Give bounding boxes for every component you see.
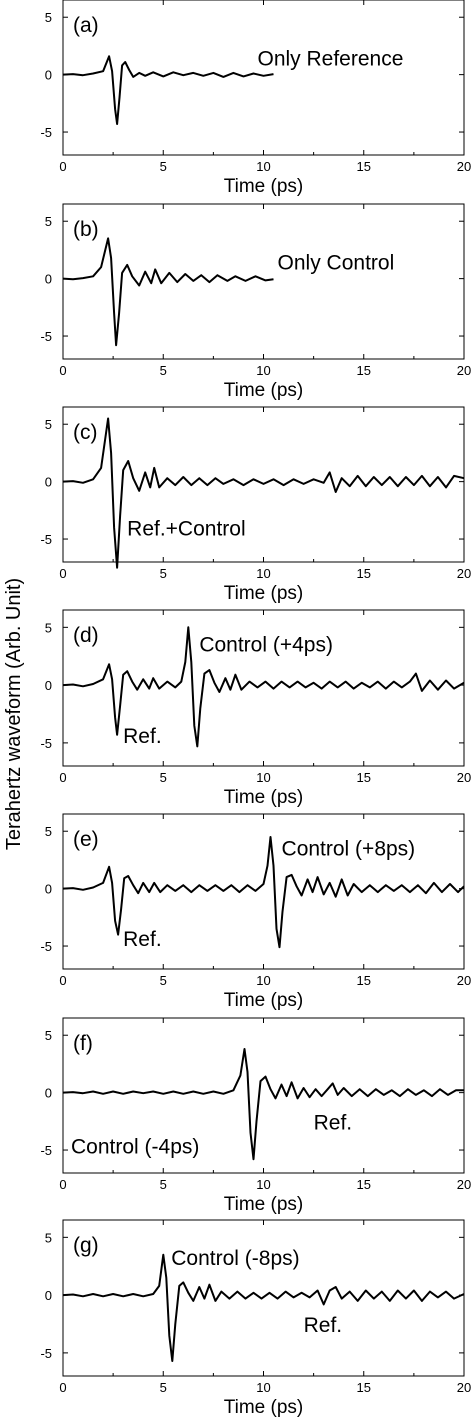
waveform-series-line bbox=[62, 237, 274, 347]
x-tick-label: 10 bbox=[256, 363, 270, 378]
y-tick-label: 0 bbox=[45, 678, 52, 693]
panel-label: (e) bbox=[73, 828, 99, 851]
x-tick-label: 20 bbox=[457, 159, 471, 174]
annotation-label: Only Control bbox=[278, 251, 395, 274]
y-tick-label: 0 bbox=[45, 475, 52, 490]
annotation-label: Control (-4ps) bbox=[71, 1135, 199, 1158]
panel-label: (b) bbox=[73, 218, 99, 241]
x-tick-label: 5 bbox=[160, 973, 167, 988]
x-tick-label: 5 bbox=[160, 566, 167, 581]
x-tick-label: 15 bbox=[357, 363, 371, 378]
x-axis-label: Time (ps) bbox=[224, 176, 304, 197]
x-tick-label: 20 bbox=[457, 973, 471, 988]
panel-f: 0 5 10 15 20 5 0 -5 Time (ps) (f) Control (-4ps) Re… bbox=[40, 1017, 471, 1215]
y-tick-label: 5 bbox=[45, 10, 52, 25]
y-tick-label: 5 bbox=[45, 1028, 52, 1043]
x-tick-label: 15 bbox=[357, 1177, 371, 1192]
x-tick-label: 15 bbox=[357, 1380, 371, 1395]
x-tick-label: 0 bbox=[59, 159, 66, 174]
x-axis-label: Time (ps) bbox=[224, 1194, 304, 1215]
waveform-series-line bbox=[62, 55, 274, 125]
x-axis-label: Time (ps) bbox=[224, 380, 304, 401]
x-tick-label: 0 bbox=[59, 566, 66, 581]
y-tick-label: 0 bbox=[45, 1288, 52, 1303]
y-tick-label: 0 bbox=[45, 882, 52, 897]
x-axis-label: Time (ps) bbox=[224, 787, 304, 808]
waveform-series-line bbox=[62, 1048, 464, 1161]
y-tick-label: -5 bbox=[40, 1346, 52, 1361]
y-tick-label: 0 bbox=[45, 68, 52, 83]
x-tick-label: 15 bbox=[357, 973, 371, 988]
panel-d: 0 5 10 15 20 5 0 -5 Time (ps) (d) Control (+4ps) Re… bbox=[40, 609, 471, 808]
annotation-label: Only Reference bbox=[257, 47, 403, 70]
x-tick-label: 15 bbox=[357, 566, 371, 581]
x-tick-label: 15 bbox=[357, 159, 371, 174]
x-tick-label: 10 bbox=[256, 159, 270, 174]
x-tick-label: 5 bbox=[160, 363, 167, 378]
annotation-label: Control (-8ps) bbox=[171, 1247, 299, 1270]
x-tick-label: 0 bbox=[59, 1380, 66, 1395]
panel-c: 0 5 10 15 20 5 0 -5 Time (ps) (c) Ref.+Control bbox=[40, 406, 471, 604]
panel-label: (c) bbox=[73, 421, 98, 444]
x-axis-label: Time (ps) bbox=[224, 1397, 304, 1418]
panel-label: (d) bbox=[73, 624, 99, 647]
annotation-label: Ref. bbox=[123, 928, 162, 951]
waveform-series-line bbox=[62, 836, 465, 949]
y-tick-label: -5 bbox=[40, 939, 52, 954]
panel-b: 0 5 10 15 20 5 0 -5 Time (ps) (b) Only Control bbox=[40, 203, 471, 401]
waveform-series-line bbox=[62, 417, 465, 569]
x-tick-label: 5 bbox=[160, 1177, 167, 1192]
panel-e: 0 5 10 15 20 5 0 -5 Time (ps) (e) Control (+8ps) Re… bbox=[40, 813, 471, 1011]
panel-a: 0 5 10 15 20 5 0 -5 Time (ps) (a) Only Reference bbox=[40, 0, 471, 197]
x-tick-label: 20 bbox=[457, 566, 471, 581]
x-axis-label: Time (ps) bbox=[224, 583, 304, 604]
x-tick-label: 5 bbox=[160, 159, 167, 174]
panel-label: (f) bbox=[73, 1032, 93, 1055]
x-tick-label: 10 bbox=[256, 973, 270, 988]
x-tick-label: 0 bbox=[59, 973, 66, 988]
waveform-series-line bbox=[62, 626, 465, 748]
y-tick-label: 0 bbox=[45, 272, 52, 287]
annotation-label: Ref. bbox=[123, 725, 162, 748]
annotation-label: Ref.+Control bbox=[127, 518, 245, 541]
x-tick-label: 20 bbox=[457, 363, 471, 378]
panel-label: (g) bbox=[73, 1234, 99, 1257]
x-tick-label: 10 bbox=[256, 1380, 270, 1395]
annotation-label: Control (+4ps) bbox=[199, 634, 333, 657]
x-tick-label: 20 bbox=[457, 1177, 471, 1192]
x-tick-label: 0 bbox=[59, 363, 66, 378]
x-tick-label: 5 bbox=[160, 770, 167, 785]
x-tick-label: 20 bbox=[457, 1380, 471, 1395]
y-tick-label: -5 bbox=[40, 329, 52, 344]
y-tick-label: 5 bbox=[45, 620, 52, 635]
y-tick-label: -5 bbox=[40, 736, 52, 751]
x-tick-label: 0 bbox=[59, 770, 66, 785]
x-axis-label: Time (ps) bbox=[224, 990, 304, 1011]
y-tick-label: 5 bbox=[45, 1230, 52, 1245]
annotation-label: Ref. bbox=[304, 1314, 343, 1337]
annotation-label: Control (+8ps) bbox=[282, 837, 416, 860]
waveform-series-line bbox=[62, 1253, 465, 1362]
annotation-label: Ref. bbox=[314, 1111, 353, 1134]
x-tick-label: 10 bbox=[256, 1177, 270, 1192]
x-tick-label: 10 bbox=[256, 566, 270, 581]
x-tick-label: 0 bbox=[59, 1177, 66, 1192]
x-tick-label: 5 bbox=[160, 1380, 167, 1395]
x-tick-label: 10 bbox=[256, 770, 270, 785]
x-tick-label: 20 bbox=[457, 770, 471, 785]
y-tick-label: 5 bbox=[45, 417, 52, 432]
y-tick-label: -5 bbox=[40, 1143, 52, 1158]
y-tick-label: 0 bbox=[45, 1086, 52, 1101]
plot-frame bbox=[62, 203, 465, 360]
panel-g: 0 5 10 15 20 5 0 -5 Time (ps) (g) Control (-8ps) Re… bbox=[40, 1219, 471, 1418]
y-tick-label: -5 bbox=[40, 125, 52, 140]
y-tick-label: 5 bbox=[45, 824, 52, 839]
x-tick-label: 15 bbox=[357, 770, 371, 785]
shared-y-axis-label: Terahertz waveform (Arb. Unit) bbox=[3, 578, 25, 850]
y-tick-label: 5 bbox=[45, 214, 52, 229]
y-tick-label: -5 bbox=[40, 532, 52, 547]
plot-frame bbox=[62, 0, 465, 156]
panel-label: (a) bbox=[73, 14, 99, 37]
